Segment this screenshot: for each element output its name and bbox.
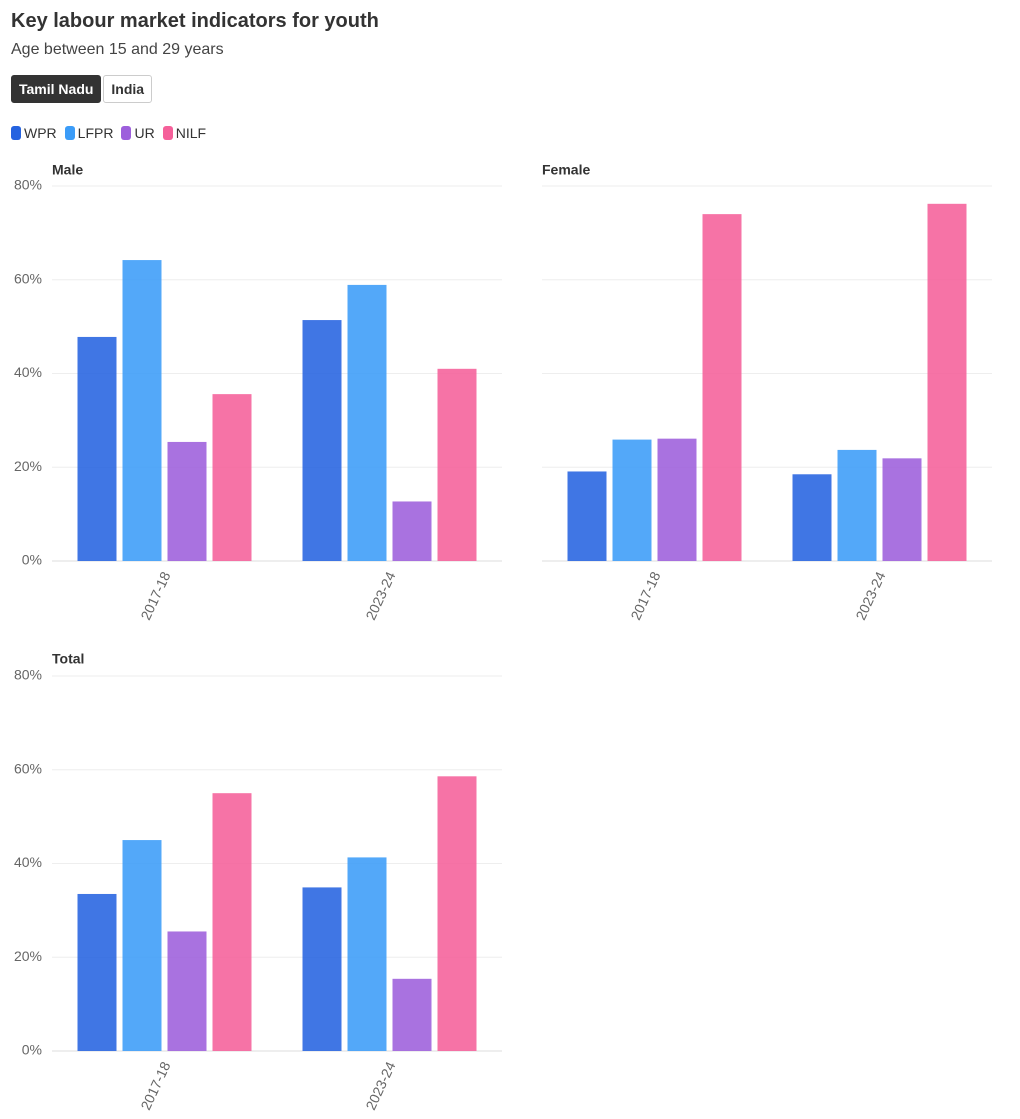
y-tick-label: 60% <box>14 270 42 286</box>
legend-swatch <box>64 126 75 140</box>
bar-lfpr <box>347 284 387 561</box>
bar-wpr <box>567 471 607 561</box>
bar-ur <box>882 458 922 561</box>
y-tick-label: 80% <box>14 667 42 683</box>
y-tick-label: 40% <box>14 854 42 870</box>
y-tick-label: 0% <box>22 1042 42 1058</box>
bar-lfpr <box>347 857 387 1051</box>
bar-nilf <box>927 203 967 561</box>
bar-ur <box>167 931 207 1051</box>
bar-lfpr <box>122 840 162 1051</box>
legend: WPR LFPR UR NILF <box>11 125 206 141</box>
bar-lfpr <box>837 449 877 561</box>
bar-ur <box>657 438 697 561</box>
x-tick-label: 2017-18 <box>627 569 663 623</box>
bar-wpr <box>77 336 117 561</box>
legend-swatch <box>162 126 173 140</box>
legend-label: UR <box>134 125 155 141</box>
legend-item-nilf[interactable]: NILF <box>162 125 207 141</box>
bar-lfpr <box>612 439 652 561</box>
bar-ur <box>392 978 432 1051</box>
india-button[interactable]: India <box>103 75 153 103</box>
y-tick-label: 60% <box>14 760 42 776</box>
panel-title: Female <box>542 162 590 178</box>
panel-title: Total <box>52 651 84 667</box>
x-tick-label: 2023-24 <box>852 569 888 623</box>
bar-wpr <box>302 887 342 1051</box>
bar-wpr <box>302 320 342 561</box>
legend-swatch <box>121 126 132 140</box>
chart-title: Key labour market indicators for youth <box>11 10 379 32</box>
bar-ur <box>392 501 432 561</box>
y-tick-label: 0% <box>22 552 42 568</box>
x-tick-label: 2023-24 <box>362 569 398 623</box>
y-tick-label: 20% <box>14 458 42 474</box>
x-tick-label: 2023-24 <box>362 1059 398 1113</box>
bar-wpr <box>792 474 832 561</box>
legend-item-wpr[interactable]: WPR <box>11 125 57 141</box>
bar-nilf <box>702 214 742 561</box>
bar-nilf <box>212 394 252 561</box>
y-tick-label: 20% <box>14 948 42 964</box>
x-tick-label: 2017-18 <box>137 1059 173 1113</box>
legend-swatch <box>11 126 21 140</box>
bar-ur <box>167 441 207 561</box>
legend-item-lfpr[interactable]: LFPR <box>64 125 114 141</box>
chart-subtitle: Age between 15 and 29 years <box>11 41 224 58</box>
bar-lfpr <box>122 260 162 561</box>
y-tick-label: 80% <box>14 177 42 193</box>
legend-label: LFPR <box>77 125 114 141</box>
bar-nilf <box>437 368 477 561</box>
legend-item-ur[interactable]: UR <box>121 125 155 141</box>
legend-label: NILF <box>175 125 207 141</box>
region-toggle: Tamil Nadu India <box>11 75 153 103</box>
y-tick-label: 40% <box>14 364 42 380</box>
bar-wpr <box>77 893 117 1051</box>
legend-label: WPR <box>24 125 57 141</box>
bar-nilf <box>437 776 477 1051</box>
bar-nilf <box>212 793 252 1051</box>
panel-title: Male <box>52 162 83 178</box>
tamil-nadu-button[interactable]: Tamil Nadu <box>11 75 102 103</box>
x-tick-label: 2017-18 <box>137 569 173 623</box>
